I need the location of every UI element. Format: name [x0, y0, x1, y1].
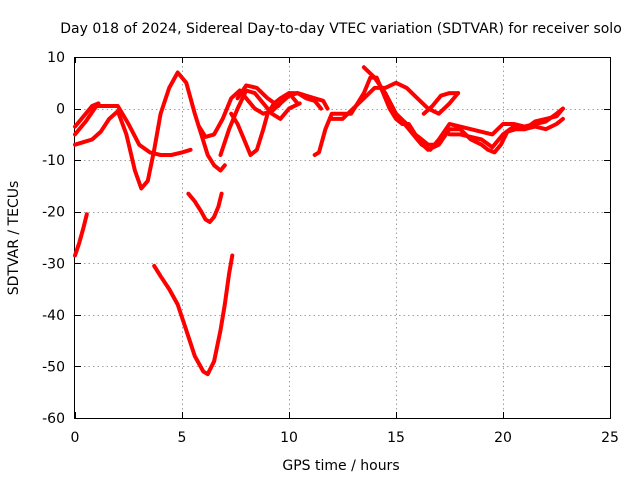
- series-line-sat-o: [421, 91, 461, 116]
- y-axis-label: SDTVAR / TECUs: [6, 181, 22, 296]
- x-axis-label: GPS time / hours: [282, 458, 399, 474]
- y-tick-label: -50: [42, 359, 65, 375]
- series-line-sat-n: [394, 106, 565, 152]
- series-line-sat-e: [73, 104, 193, 157]
- x-tick-label: 25: [601, 430, 619, 446]
- series-line-sat-c: [186, 191, 224, 224]
- grid: [75, 57, 610, 418]
- chart-title: Day 018 of 2024, Sidereal Day-to-day VTE…: [60, 21, 622, 37]
- series-line-sat-j: [235, 83, 300, 108]
- x-tick-label: 20: [494, 430, 512, 446]
- y-tick-label: -40: [42, 308, 65, 324]
- series-line-sat-l: [329, 80, 461, 121]
- y-tick-label: -20: [42, 205, 65, 221]
- y-tick-label: 0: [56, 102, 65, 118]
- axis-ticks: 0 5 10 15 20 25 -60 -50 -40 -30 -20 -10 0 10: [42, 50, 619, 446]
- y-tick-label: 10: [47, 50, 65, 66]
- series-line-sat-d: [73, 70, 227, 191]
- y-tick-label: -30: [42, 256, 65, 272]
- x-tick-label: 15: [387, 430, 405, 446]
- series-line-sat-a: [73, 212, 89, 258]
- series-line-sat-q: [458, 106, 565, 155]
- x-tick-label: 0: [71, 430, 80, 446]
- y-tick-label: -60: [42, 411, 65, 427]
- series-line-sat-f: [73, 101, 101, 129]
- x-tick-label: 10: [280, 430, 298, 446]
- series-line-sat-b: [152, 253, 235, 377]
- x-tick-label: 5: [178, 430, 187, 446]
- series-group: [73, 65, 565, 377]
- y-tick-label: -10: [42, 153, 65, 169]
- plot-frame: [74, 57, 611, 419]
